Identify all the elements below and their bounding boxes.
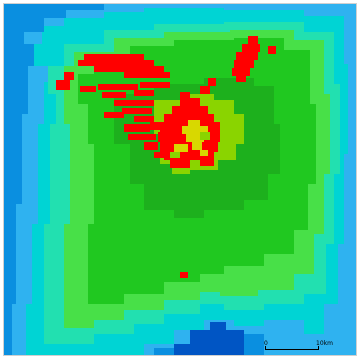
scale-end-label: 10km (316, 340, 333, 347)
map-frame: 0 10km (3, 3, 357, 356)
bottom-blue-inner (154, 334, 264, 355)
left-edge-blue (4, 44, 34, 355)
upper-right-light-blue (322, 4, 356, 24)
red-spot-small (180, 272, 188, 278)
red-hotspot-upper-right (232, 36, 276, 82)
yellow-core (174, 120, 208, 156)
right-light-blue (304, 24, 356, 355)
upper-light-blue-zone (4, 4, 356, 44)
scale-start-label: 0 (264, 340, 268, 347)
scale-bar: 0 10km (262, 340, 354, 355)
yellow-green-core (170, 132, 210, 158)
red-hotspot-left (56, 54, 170, 158)
scale-tick-start (265, 346, 266, 350)
scale-line (265, 349, 319, 350)
terrain-map[interactable] (4, 4, 356, 355)
scale-tick-end (318, 346, 319, 350)
left-blue-zone (4, 4, 104, 84)
left-light-blue (12, 66, 48, 355)
bottom-deep-water (174, 322, 244, 355)
